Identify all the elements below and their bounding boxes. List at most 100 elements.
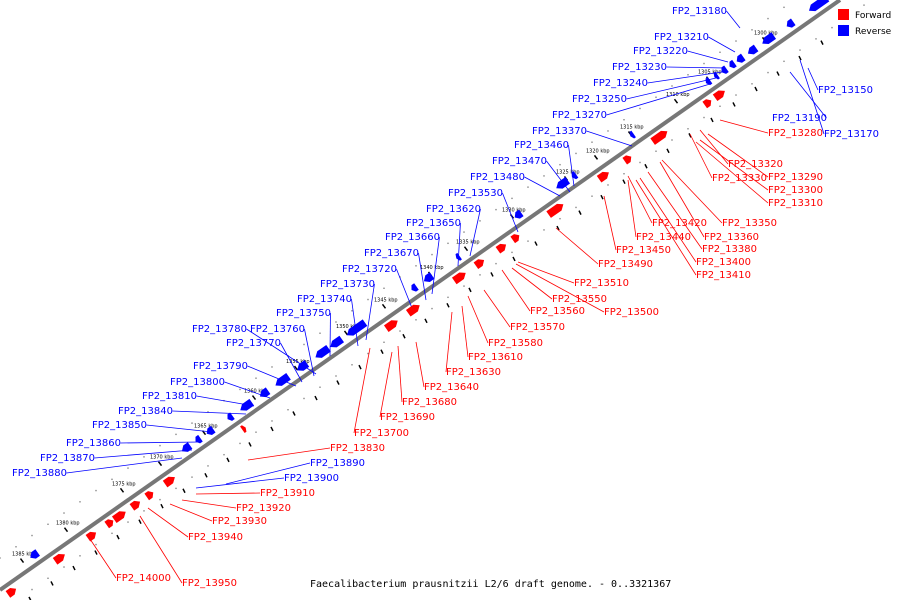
- reverse-gene-leader-line: [195, 477, 285, 489]
- forward-guide-dot: [655, 150, 657, 152]
- forward-gene-label: FP2_13380: [702, 244, 757, 255]
- reverse-guide-dot: [111, 478, 113, 481]
- forward-gene-arrow: [52, 554, 65, 565]
- minor-tick-mark: [28, 596, 32, 600]
- forward-guide-dot: [575, 206, 577, 209]
- reverse-guide-dot: [127, 467, 129, 469]
- forward-gene-leader-line: [659, 161, 705, 238]
- minor-tick-mark: [358, 364, 362, 370]
- tick-mark: [119, 487, 125, 493]
- minor-tick-mark: [94, 550, 98, 555]
- forward-gene-label: FP2_13420: [652, 218, 707, 229]
- forward-gene-leader-line: [139, 515, 183, 584]
- forward-gene-label: FP2_13290: [768, 172, 823, 183]
- reverse-gene-arrow: [571, 171, 579, 180]
- legend-forward-label: Forward: [855, 11, 891, 21]
- forward-guide-dot: [63, 566, 65, 568]
- reverse-guide-dot: [687, 74, 689, 76]
- reverse-gene-arrow: [227, 412, 235, 421]
- tick-mark: [593, 154, 599, 160]
- tick-label: 1360 kbp: [244, 389, 268, 395]
- forward-gene-label: FP2_13400: [696, 257, 751, 268]
- forward-gene-arrow: [451, 272, 466, 285]
- forward-gene-label: FP2_13300: [768, 185, 823, 196]
- reverse-guide-dot: [767, 17, 769, 20]
- reverse-gene-label: FP2_13190: [772, 113, 827, 124]
- tick-mark: [673, 98, 679, 104]
- minor-tick-mark: [622, 179, 626, 185]
- forward-guide-dot: [335, 375, 337, 377]
- reverse-gene-label: FP2_13370: [532, 126, 587, 137]
- forward-guide-dot: [495, 262, 497, 265]
- reverse-gene-label: FP2_13210: [654, 32, 709, 43]
- forward-gene-label: FP2_13310: [768, 198, 823, 209]
- forward-guide-dot: [559, 217, 561, 220]
- reverse-guide-dot: [79, 501, 81, 503]
- forward-guide-dot: [671, 139, 673, 141]
- forward-guide-dot: [831, 26, 833, 29]
- forward-gene-leader-line: [515, 263, 605, 313]
- forward-gene-arrow: [650, 130, 668, 145]
- forward-gene-arrow: [405, 304, 420, 317]
- forward-gene-arrow: [702, 99, 712, 109]
- forward-guide-dot: [815, 38, 817, 40]
- forward-guide-dot: [383, 341, 385, 343]
- tick-mark: [463, 246, 469, 252]
- minor-tick-mark: [50, 581, 54, 586]
- reverse-guide-dot: [607, 130, 609, 132]
- reverse-guide-dot: [63, 512, 65, 514]
- forward-gene-arrow: [162, 476, 175, 488]
- forward-guide-dot: [207, 465, 209, 467]
- forward-guide-dot: [191, 476, 193, 478]
- forward-gene-leader-line: [695, 141, 769, 204]
- forward-gene-leader-line: [169, 503, 213, 522]
- tick-mark: [157, 461, 163, 467]
- reverse-gene-label: FP2_13840: [118, 406, 173, 417]
- forward-guide-dot: [255, 431, 257, 433]
- forward-gene-label: FP2_13830: [330, 443, 385, 454]
- reverse-gene-leader-line: [799, 59, 825, 135]
- forward-gene-leader-line: [719, 119, 769, 134]
- forward-guide-dot: [527, 240, 529, 242]
- forward-guide-dot: [287, 409, 289, 411]
- reverse-guide-dot: [239, 388, 241, 391]
- tick-mark: [343, 330, 349, 336]
- reverse-gene-label: FP2_13800: [170, 377, 225, 388]
- reverse-guide-dot: [0, 557, 1, 559]
- reverse-gene-leader-line: [351, 298, 359, 347]
- forward-gene-arrow: [596, 171, 609, 183]
- forward-gene-label: FP2_13940: [188, 532, 243, 543]
- minor-tick-mark: [248, 442, 252, 447]
- forward-gene-leader-line: [501, 269, 531, 312]
- tick-label: 1370 kbp: [150, 455, 174, 461]
- tick-label: 1325 kbp: [556, 169, 580, 175]
- minor-tick-mark: [204, 472, 208, 478]
- forward-guide-dot: [367, 352, 369, 355]
- forward-gene-leader-line: [397, 345, 403, 403]
- reverse-gene-leader-line: [807, 67, 819, 91]
- forward-guide-dot: [303, 397, 305, 400]
- tick-label: 1335 kbp: [456, 240, 480, 246]
- reverse-guide-dot: [623, 119, 625, 121]
- forward-guide-dot: [591, 195, 593, 197]
- minor-tick-mark: [556, 225, 560, 231]
- forward-gene-arrow: [383, 320, 398, 332]
- forward-guide-dot: [463, 285, 465, 287]
- forward-gene-arrow: [510, 234, 520, 244]
- tick-label: 1300 kbp: [754, 30, 778, 36]
- minor-tick-mark: [512, 256, 516, 262]
- forward-gene-label: FP2_13410: [696, 270, 751, 281]
- tick-mark: [251, 395, 257, 401]
- reverse-gene-label: FP2_13530: [448, 188, 503, 199]
- forward-gene-leader-line: [639, 177, 697, 263]
- reverse-gene-leader-line: [524, 176, 561, 197]
- reverse-guide-dot: [415, 265, 417, 267]
- reverse-gene-label: FP2_13270: [552, 110, 607, 121]
- minor-tick-mark: [754, 86, 758, 92]
- reverse-gene-arrow: [747, 44, 759, 55]
- reverse-gene-label: FP2_13880: [12, 468, 67, 479]
- forward-gene-leader-line: [415, 341, 425, 388]
- forward-guide-dot: [607, 184, 609, 186]
- minor-tick-mark: [314, 395, 318, 401]
- reverse-gene-leader-line: [687, 50, 729, 63]
